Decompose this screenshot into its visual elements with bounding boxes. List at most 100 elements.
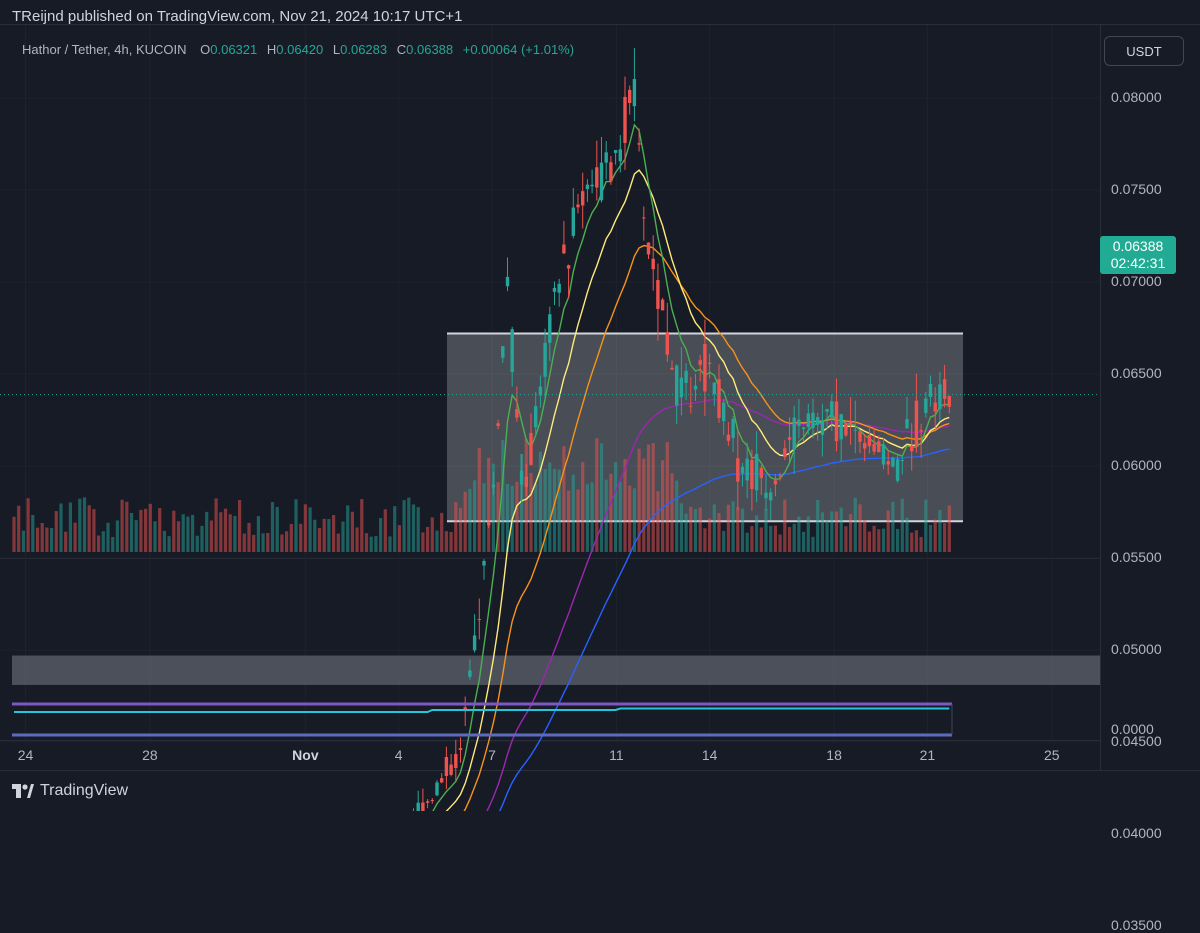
candle-body-98 [472, 635, 477, 651]
volume-bar-23 [120, 499, 124, 552]
candle-body-184 [877, 441, 881, 453]
candle-body-179 [853, 429, 857, 431]
close-label: C [396, 42, 407, 57]
volume-bar-155 [740, 508, 745, 552]
volume-bar-22 [115, 520, 119, 552]
volume-bar-159 [759, 527, 763, 552]
candle-body-173 [825, 409, 829, 412]
candle-body-169 [806, 413, 810, 428]
volume-bar-57 [280, 534, 284, 552]
volume-bar-47 [233, 515, 237, 552]
time-axis-tick: 18 [826, 747, 842, 763]
candle-body-92 [444, 757, 449, 776]
volume-bar-28 [144, 508, 148, 552]
candle-body-115 [552, 287, 557, 292]
volume-bar-83 [402, 500, 406, 552]
volume-bar-160 [764, 508, 768, 552]
volume-bar-131 [628, 485, 632, 552]
volume-bar-62 [303, 504, 307, 552]
volume-bar-127 [609, 473, 613, 552]
volume-bar-39 [195, 535, 199, 552]
price-axis-tick: 0.05000 [1111, 641, 1162, 657]
candle-body-174 [830, 401, 834, 418]
volume-bar-20 [106, 522, 110, 552]
price-axis-tick: 0.06000 [1111, 457, 1162, 473]
volume-bar-42 [209, 520, 213, 552]
volume-bar-197 [938, 510, 942, 552]
candle-body-178 [848, 421, 853, 424]
currency-button[interactable]: USDT [1104, 36, 1184, 66]
time-axis-tick: 28 [142, 747, 158, 763]
volume-bar-19 [101, 531, 105, 552]
volume-bar-85 [411, 504, 416, 552]
candle-body-93 [449, 764, 453, 775]
candle-body-147 [703, 344, 707, 392]
time-axis-tick: 14 [701, 747, 718, 763]
price-chart[interactable] [0, 0, 1200, 811]
open-label: O [200, 42, 211, 57]
volume-bar-80 [388, 536, 392, 552]
volume-bar-168 [802, 531, 806, 552]
volume-bar-51 [252, 534, 256, 552]
volume-bar-58 [285, 531, 289, 552]
volume-bar-8 [50, 528, 54, 552]
volume-bar-29 [148, 503, 152, 552]
volume-bar-76 [369, 536, 373, 552]
candle-body-189 [900, 459, 904, 461]
tradingview-logo-icon [12, 784, 34, 798]
volume-bar-180 [858, 504, 862, 552]
candle-body-134 [642, 217, 646, 219]
volume-bar-158 [755, 515, 759, 552]
volume-bar-75 [364, 533, 369, 552]
high-label: H [266, 42, 277, 57]
volume-bar-96 [463, 491, 467, 552]
candle-body-99 [477, 619, 481, 621]
volume-bar-137 [656, 491, 660, 552]
volume-bar-82 [397, 525, 401, 552]
candle-body-164 [783, 448, 787, 457]
volume-bar-92 [444, 531, 448, 552]
time-axis-tick: 24 [17, 747, 34, 763]
volume-bar-9 [54, 511, 58, 552]
volume-bar-104 [501, 440, 505, 552]
volume-bar-122 [585, 484, 589, 552]
time-axis-tick: 7 [488, 747, 496, 763]
volume-bar-84 [407, 497, 411, 552]
time-axis-tick: 25 [1044, 747, 1060, 763]
candle-body-129 [618, 149, 622, 162]
candle-body-120 [576, 204, 580, 208]
volume-bar-88 [426, 526, 430, 552]
time-axis-tick: 4 [394, 747, 403, 763]
volume-bar-149 [712, 504, 716, 552]
volume-bar-108 [520, 453, 524, 552]
volume-bar-40 [200, 525, 204, 552]
volume-bar-134 [642, 458, 646, 552]
candle-body-100 [482, 560, 486, 566]
price-axis-tick: 0.05500 [1111, 549, 1162, 565]
candle-body-131 [628, 89, 632, 103]
candle-body-123 [590, 184, 594, 187]
volume-bar-105 [505, 483, 510, 552]
candle-body-110 [529, 432, 533, 465]
volume-bar-111 [534, 483, 538, 552]
candle-body-97 [468, 670, 472, 677]
candle-body-144 [689, 405, 693, 407]
candle-body-191 [910, 445, 914, 452]
volume-bar-157 [750, 526, 754, 552]
volume-bar-174 [830, 511, 834, 552]
volume-bar-156 [745, 532, 749, 552]
candle-body-175 [834, 401, 839, 442]
volume-bar-67 [327, 518, 331, 552]
volume-bar-121 [581, 462, 585, 552]
volume-bar-87 [421, 532, 425, 552]
volume-bar-34 [172, 510, 176, 552]
volume-bar-142 [679, 503, 683, 552]
candle-body-155 [740, 466, 745, 474]
candle-body-105 [505, 276, 510, 287]
volume-bar-59 [289, 523, 293, 552]
volume-bar-191 [910, 532, 914, 552]
high-value: 0.06420 [276, 42, 324, 57]
candle-body-159 [759, 467, 763, 479]
volume-bar-98 [473, 480, 477, 552]
